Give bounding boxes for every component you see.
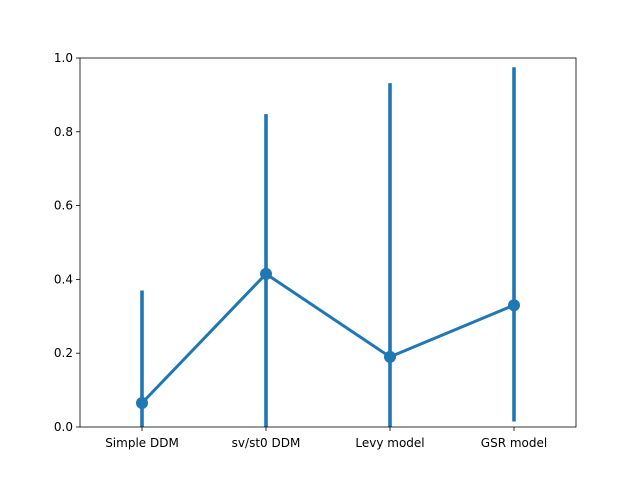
chart-marks	[136, 67, 520, 427]
x-axis-ticks: Simple DDM sv/st0 DDM Levy model GSR model	[105, 427, 547, 450]
x-tick-label: sv/st0 DDM	[232, 436, 301, 450]
y-axis-ticks: 0.0 0.2 0.4 0.6 0.8 1.0	[54, 51, 80, 434]
data-point	[260, 267, 272, 280]
x-tick-label: GSR model	[481, 436, 547, 450]
series-line	[140, 272, 515, 405]
y-tick-label: 0.2	[54, 346, 73, 360]
x-tick-label: Simple DDM	[105, 436, 179, 450]
data-point	[508, 299, 520, 312]
x-tick-label: Levy model	[355, 436, 424, 450]
data-point	[136, 397, 148, 410]
y-tick-label: 0.4	[54, 272, 73, 286]
y-tick-label: 0.8	[54, 125, 73, 139]
y-tick-label: 1.0	[54, 51, 73, 65]
y-tick-label: 0.6	[54, 199, 73, 213]
plot-frame	[79, 57, 577, 428]
y-tick-label: 0.0	[54, 420, 73, 434]
data-point	[384, 350, 396, 363]
